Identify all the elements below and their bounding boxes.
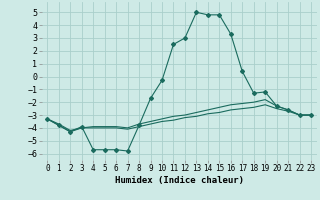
X-axis label: Humidex (Indice chaleur): Humidex (Indice chaleur) <box>115 176 244 185</box>
